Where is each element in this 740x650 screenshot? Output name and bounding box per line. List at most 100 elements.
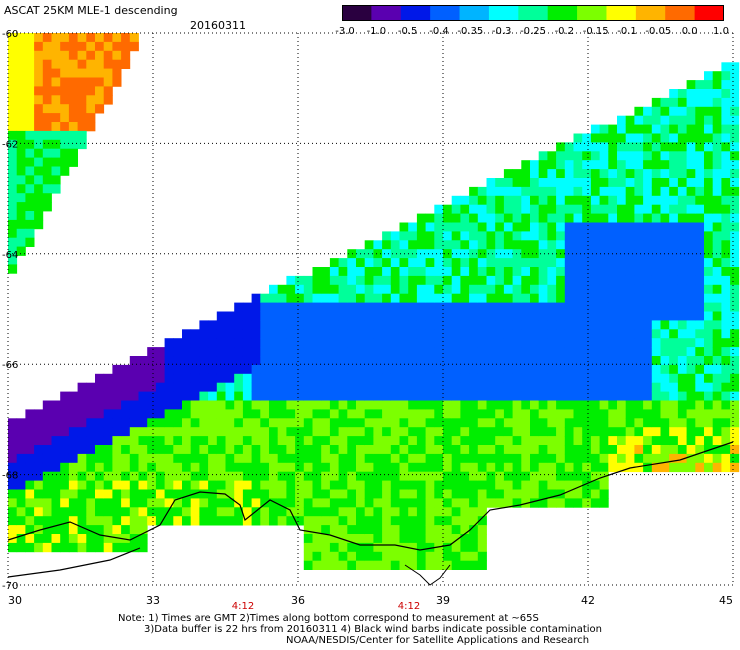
data-cell bbox=[495, 427, 505, 437]
data-cell bbox=[460, 400, 470, 410]
data-cell bbox=[547, 222, 557, 232]
data-cell bbox=[651, 204, 661, 214]
data-cell bbox=[234, 436, 244, 446]
data-cell bbox=[469, 284, 479, 295]
data-cell bbox=[582, 160, 592, 170]
data-cell bbox=[112, 391, 122, 401]
data-cell bbox=[556, 213, 566, 223]
data-cell bbox=[660, 400, 670, 410]
data-cell bbox=[512, 498, 522, 508]
data-cell bbox=[704, 231, 714, 241]
data-cell bbox=[112, 427, 122, 437]
data-cell bbox=[364, 498, 374, 508]
data-cell bbox=[182, 445, 192, 455]
data-cell bbox=[477, 409, 487, 419]
data-cell bbox=[538, 418, 548, 428]
data-cell bbox=[651, 160, 661, 170]
data-cell bbox=[416, 213, 426, 223]
data-cell bbox=[617, 427, 627, 437]
data-cell bbox=[25, 453, 35, 464]
data-cell bbox=[390, 480, 400, 490]
data-cell bbox=[695, 133, 705, 143]
data-cell bbox=[60, 50, 70, 61]
data-cell bbox=[538, 267, 548, 277]
data-cell bbox=[443, 391, 453, 401]
data-cell bbox=[321, 302, 331, 312]
data-cell bbox=[503, 204, 513, 214]
data-cell bbox=[155, 480, 165, 490]
data-cell bbox=[8, 498, 18, 508]
data-cell bbox=[51, 166, 61, 176]
data-cell bbox=[42, 542, 52, 553]
data-cell bbox=[730, 115, 740, 125]
data-cell bbox=[434, 311, 444, 321]
data-cell bbox=[564, 186, 574, 197]
data-cell bbox=[277, 409, 287, 419]
colorbar-swatch bbox=[547, 5, 578, 21]
data-cell bbox=[486, 347, 496, 357]
data-cell bbox=[95, 77, 105, 87]
data-cell bbox=[112, 498, 122, 508]
data-cell bbox=[338, 436, 348, 446]
data-cell bbox=[608, 311, 618, 321]
data-cell bbox=[712, 142, 722, 152]
data-cell bbox=[451, 489, 461, 499]
data-cell bbox=[16, 246, 26, 256]
data-cell bbox=[25, 237, 35, 247]
data-cell bbox=[443, 275, 453, 286]
data-cell bbox=[138, 391, 148, 401]
data-cell bbox=[173, 356, 183, 366]
data-cell bbox=[312, 418, 322, 428]
data-cell bbox=[312, 445, 322, 455]
data-cell bbox=[25, 507, 35, 517]
data-cell bbox=[216, 356, 226, 366]
data-cell bbox=[251, 516, 261, 526]
data-cell bbox=[416, 338, 426, 348]
data-cell bbox=[434, 293, 444, 303]
data-cell bbox=[147, 489, 157, 499]
data-cell bbox=[608, 186, 618, 197]
data-cell bbox=[51, 418, 61, 428]
data-cell bbox=[477, 364, 487, 375]
data-cell bbox=[564, 409, 574, 419]
data-cell bbox=[16, 480, 26, 490]
data-cell bbox=[469, 453, 479, 464]
data-cell bbox=[469, 373, 479, 384]
data-cell bbox=[390, 320, 400, 330]
data-cell bbox=[312, 542, 322, 553]
data-cell bbox=[242, 347, 252, 357]
data-cell bbox=[590, 338, 600, 348]
data-cell bbox=[373, 462, 383, 473]
data-cell bbox=[695, 240, 705, 250]
data-cell bbox=[364, 267, 374, 277]
data-cell bbox=[547, 409, 557, 419]
data-cell bbox=[617, 391, 627, 401]
data-cell bbox=[686, 453, 696, 464]
data-cell bbox=[643, 347, 653, 357]
data-cell bbox=[512, 400, 522, 410]
data-cell bbox=[425, 542, 435, 553]
data-cell bbox=[425, 534, 435, 544]
data-cell bbox=[495, 293, 505, 303]
data-cell bbox=[147, 356, 157, 366]
data-cell bbox=[547, 213, 557, 223]
data-cell bbox=[660, 445, 670, 455]
data-cell bbox=[251, 462, 261, 473]
data-cell bbox=[660, 364, 670, 375]
data-cell bbox=[651, 178, 661, 188]
data-cell bbox=[338, 356, 348, 366]
data-cell bbox=[338, 293, 348, 303]
data-cell bbox=[443, 249, 453, 259]
data-cell bbox=[16, 193, 26, 203]
data-cell bbox=[399, 480, 409, 490]
data-cell bbox=[399, 347, 409, 357]
data-cell bbox=[356, 453, 366, 464]
data-cell bbox=[704, 391, 714, 401]
data-cell bbox=[486, 436, 496, 446]
data-cell bbox=[512, 249, 522, 259]
data-cell bbox=[321, 320, 331, 330]
data-cell bbox=[16, 95, 26, 105]
data-cell bbox=[695, 178, 705, 188]
data-cell bbox=[225, 498, 235, 508]
data-cell bbox=[329, 409, 339, 419]
